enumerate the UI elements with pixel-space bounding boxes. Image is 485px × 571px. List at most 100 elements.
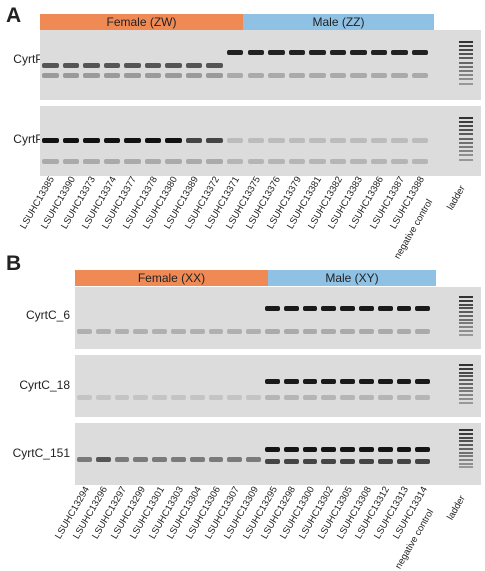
gel-band (103, 137, 121, 143)
gel-lane (338, 287, 357, 349)
gel-band (83, 137, 100, 143)
gel-band (302, 458, 318, 464)
gel-lane (131, 355, 150, 417)
gel-lane (169, 423, 188, 485)
gel-band (83, 62, 100, 68)
gel-band (268, 49, 285, 55)
gel-band (208, 395, 224, 401)
gel-lane (246, 106, 267, 176)
gel-band (133, 457, 149, 463)
gel-band (309, 158, 326, 164)
gel-band (329, 158, 347, 164)
gel-band (288, 137, 306, 143)
gel-band (265, 305, 280, 311)
gel-band (185, 62, 203, 68)
gel-cyrtp-194 (40, 106, 481, 176)
ladder-band (459, 390, 473, 393)
gel-band (103, 73, 121, 79)
gel-band (391, 49, 408, 55)
gel-lane (184, 106, 205, 176)
gel-band (350, 49, 367, 55)
gel-band (189, 457, 205, 463)
ladder-band (459, 82, 473, 85)
ladder-band (459, 375, 473, 378)
ladder-band (459, 150, 473, 153)
gel-lane (307, 30, 328, 100)
gel-lane (282, 355, 301, 417)
gel-band (247, 137, 265, 143)
gel-lane (369, 30, 390, 100)
gel-band (283, 305, 299, 311)
gel-band (227, 329, 243, 335)
gel-lane (348, 30, 369, 100)
gel-band (124, 62, 141, 68)
gel-band (227, 457, 243, 463)
gel-band (283, 329, 299, 335)
gel-band (359, 458, 374, 464)
gel-band (185, 158, 203, 164)
ladder-band (459, 466, 473, 469)
gel-lane (131, 287, 150, 349)
gel-label-cyrtc-18: CyrtC_18 (19, 378, 70, 392)
gel-band (226, 49, 244, 55)
ladder-band (459, 447, 473, 450)
gel-lane (410, 106, 431, 176)
gel-lane (357, 287, 376, 349)
gel-band (288, 73, 306, 79)
ladder-band (459, 444, 473, 447)
gel-band (42, 62, 59, 68)
gel-band (268, 158, 285, 164)
gel-band (152, 457, 167, 463)
ladder-band (459, 394, 473, 397)
gel-band (206, 62, 223, 68)
gel-band (133, 329, 149, 335)
gel-band (396, 446, 412, 452)
gel-lane (244, 423, 263, 485)
gel-band (288, 49, 306, 55)
gel-band (350, 137, 367, 143)
gel-band (42, 137, 59, 143)
ladder-band (459, 129, 473, 132)
gel-lane (389, 106, 410, 176)
gel-band (302, 446, 318, 452)
gel-band (268, 73, 285, 79)
gel-lane (430, 106, 451, 176)
ladder-band (459, 296, 473, 299)
gel-lane (263, 287, 282, 349)
gel-band (83, 73, 100, 79)
gel-band (396, 458, 412, 464)
gel-band (377, 446, 393, 452)
gel-band (103, 158, 121, 164)
gel-lane (163, 106, 184, 176)
gel-band (265, 329, 280, 335)
gel-band (391, 158, 408, 164)
ladder-band (459, 318, 473, 321)
gel-band (350, 158, 367, 164)
gel-lane (75, 287, 94, 349)
gel-lane (163, 30, 184, 100)
gel-band (340, 395, 355, 401)
gel-band (415, 395, 431, 401)
gel-lane (188, 355, 207, 417)
gel-band (321, 329, 337, 335)
gel-lane (395, 287, 414, 349)
gel-lane (430, 30, 451, 100)
gel-lane (150, 355, 169, 417)
male-xy-label: Male (XY) (325, 271, 379, 285)
ladder-band (459, 307, 473, 310)
gel-lane (188, 423, 207, 485)
gel-band (171, 457, 186, 463)
ladder-band (459, 137, 473, 140)
gel-lane (432, 423, 451, 485)
gel-band (283, 446, 299, 452)
ladder-band (459, 326, 473, 329)
ladder-lane (455, 423, 477, 485)
gel-band (359, 378, 374, 384)
gel-lane (266, 30, 287, 100)
gel-lane (338, 423, 357, 485)
gel-band (309, 49, 326, 55)
panel-b-letter: B (6, 252, 22, 275)
gel-band (124, 137, 141, 143)
gel-band (321, 458, 337, 464)
gel-band (396, 395, 412, 401)
